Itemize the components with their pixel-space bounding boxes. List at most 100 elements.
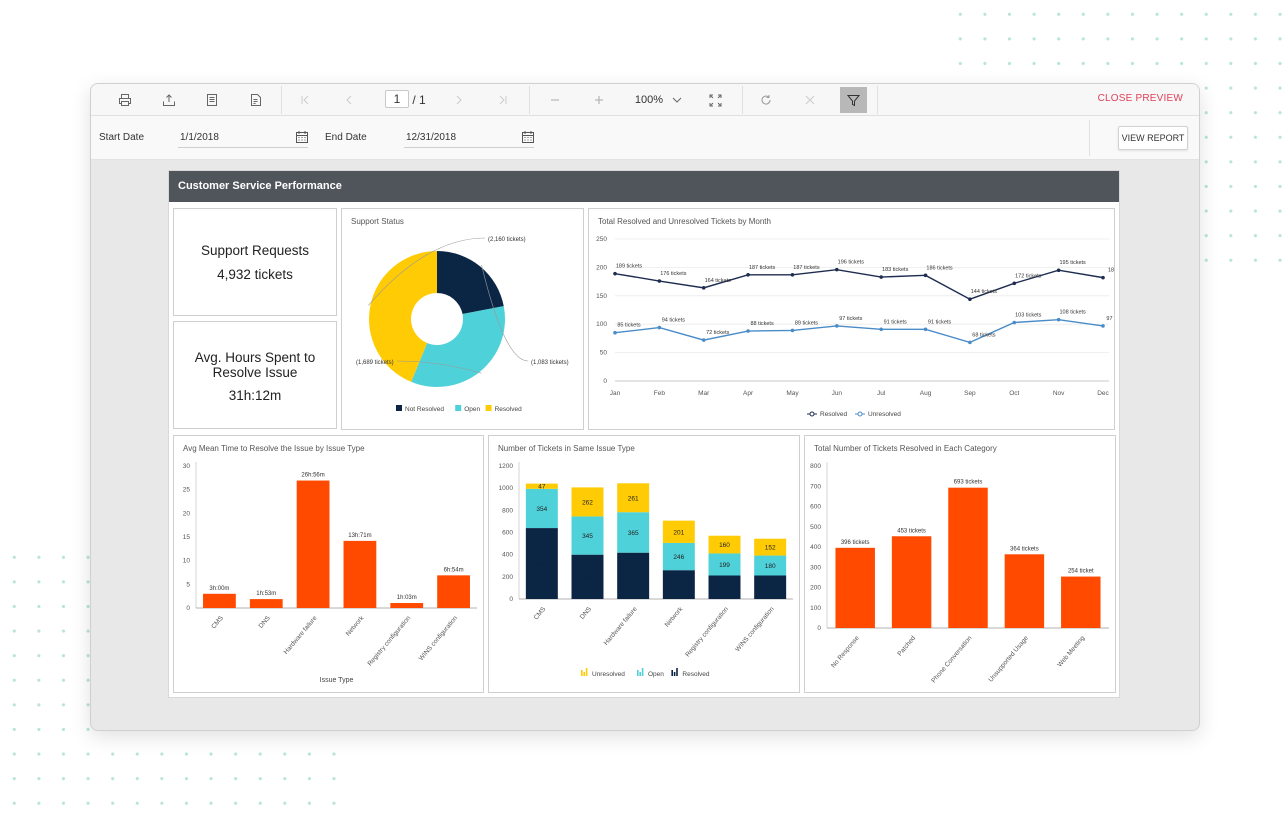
report-viewer-window: 1 / 1 100% CLOSE PRE [90,83,1200,731]
kpi-title-line-2: Resolve Issue [212,365,298,380]
next-page-icon[interactable] [451,84,467,116]
fit-page-icon[interactable] [707,84,723,116]
page-total: / 1 [412,93,426,107]
data-label: 176 tickets [660,271,687,277]
legend-swatch [485,405,492,411]
first-page-icon[interactable] [297,84,313,116]
data-point [746,272,750,277]
legend-swatch [639,672,641,676]
bar-segment-open [525,488,558,529]
legend-label: Open [648,671,664,678]
bar-data-label: 345 [582,533,593,540]
zoom-in-icon[interactable] [591,84,607,116]
data-point [1012,281,1017,286]
donut-slice-resolved [368,251,437,382]
x-tick-label: Jan [610,390,621,397]
data-point [923,273,928,278]
end-date-input[interactable]: 12/31/2018 [404,128,534,148]
start-date-value: 1/1/2018 [180,132,219,143]
support-status-donut-chart: (1,083 tickets) (1,689 tickets) (2,160 tic… [356,237,569,413]
donut-leader-line [396,360,482,374]
parameters-filter-button[interactable] [840,87,867,113]
x-tick-label: DNS [579,605,594,621]
bar-segment-open [617,512,650,553]
x-tick-label: Registry configuration [684,605,730,658]
data-point [923,327,928,332]
print-icon[interactable] [115,84,135,116]
start-date-label: Start Date [99,132,145,143]
data-point [613,271,617,276]
bar [437,575,470,608]
x-tick-label: Apr [743,390,754,397]
bar-segment-resolved [571,554,604,599]
data-point [701,286,706,290]
y-tick-label: 250 [596,236,607,243]
data-point [701,338,706,342]
bar-segment-unresolved [525,483,558,489]
bar-segment-unresolved [662,520,695,543]
y-tick-label: 600 [810,504,821,511]
y-tick-label: 0 [186,605,190,612]
data-point [790,272,795,277]
bar-data-label: 160 [719,542,730,549]
kpi-support-requests: Support Requests 4,932 tickets [173,208,337,316]
document-map-icon[interactable] [246,84,266,116]
data-label: 189 tickets [616,264,643,270]
toolbar-separator [742,86,743,114]
data-point [835,267,839,272]
legend-swatch [585,668,588,676]
bar-segment-open [708,553,741,576]
data-label: 183 tickets [882,267,909,273]
filter-icon [847,94,860,106]
bar-segment-open [662,542,695,571]
export-icon[interactable] [159,84,179,116]
donut-slice-not-resolved [437,251,504,315]
legend-label: Not Resolved [405,406,444,413]
y-tick-label: 0 [509,596,513,603]
bar [1061,576,1101,628]
x-tick-label: Patched [896,634,917,657]
chart-title: Total Number of Tickets Resolved in Each… [814,444,997,453]
y-tick-label: 20 [183,510,191,517]
bar-data-label: 199 [719,562,730,569]
calendar-icon[interactable] [296,131,308,143]
bar-data-label: 1h:03m [397,595,417,601]
bar-segment-open [754,555,787,576]
zoom-dropdown-chevron-icon[interactable] [671,84,683,116]
zoom-out-icon[interactable] [547,84,563,116]
stop-icon[interactable] [802,84,818,116]
y-tick-label: 10 [183,558,191,565]
x-axis-label: Issue Type [320,677,354,684]
zoom-level[interactable]: 100% [634,94,664,106]
close-preview-button[interactable]: CLOSE PREVIEW [1097,93,1183,104]
x-tick-label: Hardware failure [283,614,319,655]
data-point [613,330,617,335]
bar-data-label: 13h:71m [348,533,371,539]
x-tick-label: Oct [1009,390,1019,397]
bar-segment-resolved [754,575,787,599]
chart-title: Number of Tickets in Same Issue Type [498,444,635,453]
y-tick-label: 500 [810,524,821,531]
last-page-icon[interactable] [495,84,511,116]
parameters-separator [1089,120,1090,156]
kpi-title: Support Requests [200,243,310,258]
page-setup-icon[interactable] [202,84,222,116]
data-point [1101,324,1105,328]
bar [203,593,236,608]
view-report-button[interactable]: VIEW REPORT [1118,126,1188,150]
start-date-input[interactable]: 1/1/2018 [178,128,308,148]
bar-data-label: 6h:54m [444,567,464,573]
current-page-input[interactable]: 1 [385,90,409,108]
previous-page-icon[interactable] [341,84,357,116]
refresh-icon[interactable] [758,84,774,116]
bar-data-label: 152 [765,545,776,552]
x-tick-label: Web Meeting [1056,634,1086,668]
legend-marker [857,411,863,417]
calendar-icon[interactable] [522,131,534,143]
bar-segment-unresolved [708,535,741,554]
data-label: 88 tickets [750,321,773,327]
tickets-category-bar-chart: 0 100 200 300 400 500 600 700 800 396 tickets No R… [810,462,1109,684]
end-date-label: End Date [325,132,367,143]
tickets-by-month-line-chart: 0 50 100 150 200 250 Jan Feb Mar Apr May Jun Jul Aug S… [596,236,1114,418]
data-point [968,340,972,345]
